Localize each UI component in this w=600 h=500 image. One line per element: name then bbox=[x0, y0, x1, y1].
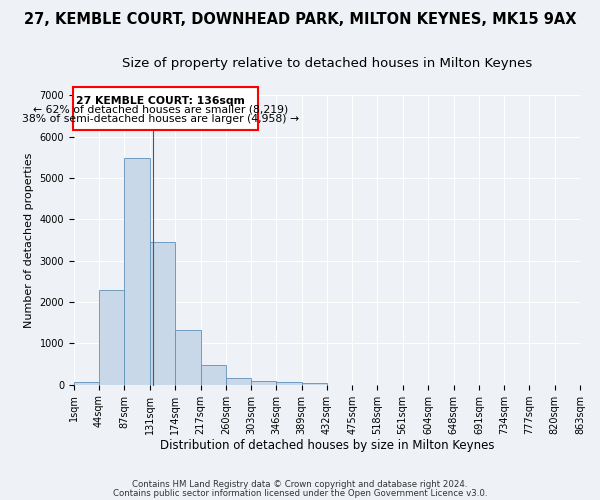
Bar bbox=[302, 383, 327, 384]
Text: 27 KEMBLE COURT: 136sqm: 27 KEMBLE COURT: 136sqm bbox=[76, 96, 245, 106]
Text: 27, KEMBLE COURT, DOWNHEAD PARK, MILTON KEYNES, MK15 9AX: 27, KEMBLE COURT, DOWNHEAD PARK, MILTON … bbox=[24, 12, 576, 28]
X-axis label: Distribution of detached houses by size in Milton Keynes: Distribution of detached houses by size … bbox=[160, 440, 494, 452]
Text: ← 62% of detached houses are smaller (8,219): ← 62% of detached houses are smaller (8,… bbox=[33, 105, 288, 115]
Bar bbox=[277, 382, 302, 384]
Text: Contains HM Land Registry data © Crown copyright and database right 2024.: Contains HM Land Registry data © Crown c… bbox=[132, 480, 468, 489]
Bar bbox=[200, 366, 226, 384]
Text: 38% of semi-detached houses are larger (4,958) →: 38% of semi-detached houses are larger (… bbox=[22, 114, 299, 124]
Bar bbox=[99, 290, 124, 384]
Y-axis label: Number of detached properties: Number of detached properties bbox=[24, 152, 34, 328]
Bar bbox=[150, 242, 175, 384]
Bar bbox=[74, 382, 99, 384]
Bar bbox=[251, 381, 277, 384]
Bar bbox=[73, 87, 258, 130]
Bar bbox=[124, 158, 150, 384]
Text: Contains public sector information licensed under the Open Government Licence v3: Contains public sector information licen… bbox=[113, 488, 487, 498]
Title: Size of property relative to detached houses in Milton Keynes: Size of property relative to detached ho… bbox=[122, 58, 532, 70]
Bar bbox=[226, 378, 251, 384]
Bar bbox=[175, 330, 200, 384]
